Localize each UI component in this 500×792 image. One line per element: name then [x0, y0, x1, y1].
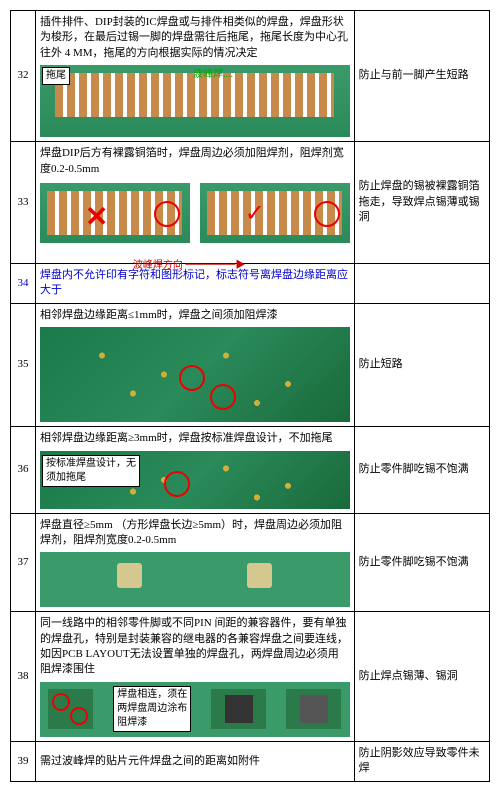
- desc-text: 同一线路中的相邻零件脚或不同PIN 间距的兼容器件，要有单独的焊盘孔，特别是封装…: [40, 616, 350, 678]
- desc-text: 相邻焊盘边缘距离≥3mm时，焊盘按标准焊盘设计，不加拖尾: [40, 431, 350, 446]
- callout-tail: 拖尾: [42, 67, 70, 85]
- row-reason: 防止阴影效应导致零件未焊: [354, 741, 489, 781]
- row-desc: 相邻焊盘边缘距离≤1mm时，焊盘之间须加阻焊漆: [35, 303, 354, 426]
- circle-mark-icon: [210, 384, 236, 410]
- callout-wave: 波峰焊....: [190, 67, 236, 83]
- row-reason: 防止与前一脚产生短路: [354, 11, 489, 142]
- pcb-image: 拖尾 波峰焊....: [40, 65, 350, 137]
- row-reason: 防止焊盘的锡被裸露铜箔拖走，导致焊点锡薄或锡洞: [354, 142, 489, 264]
- circle-mark-icon: [154, 201, 180, 227]
- x-mark-icon: ✕: [85, 198, 108, 237]
- table-row: 32 插件排件、DIP封装的IC焊盘或与排件相类似的焊盘，焊盘形状为梭形，在最后…: [11, 11, 490, 142]
- pcb-image: [40, 552, 350, 607]
- table-row: 33 焊盘DIP后方有裸露铜箔时，焊盘周边必须加阻焊剂，阻焊剂宽度0.2-0.5…: [11, 142, 490, 264]
- table-row: 37 焊盘直径≥5mm （方形焊盘长边≥5mm）时，焊盘周边必须加阻焊剂，阻焊剂…: [11, 513, 490, 612]
- pcb-image: 焊盘相连，须在两焊盘周边涂布阻焊漆: [40, 682, 350, 737]
- table-row: 38 同一线路中的相邻零件脚或不同PIN 间距的兼容器件，要有单独的焊盘孔，特别…: [11, 612, 490, 742]
- row-number: 38: [11, 612, 36, 742]
- circle-mark-icon: [314, 201, 340, 227]
- table-row: 34 焊盘内不允许印有字符和图形标记，标志符号离焊盘边缘距离应大于: [11, 263, 490, 303]
- pcb-image-wrong: ✕: [40, 183, 190, 243]
- row-desc: 同一线路中的相邻零件脚或不同PIN 间距的兼容器件，要有单独的焊盘孔，特别是封装…: [35, 612, 354, 742]
- desc-text: 焊盘直径≥5mm （方形焊盘长边≥5mm）时，焊盘周边必须加阻焊剂，阻焊剂宽度0…: [40, 518, 350, 549]
- desc-text: 相邻焊盘边缘距离≤1mm时，焊盘之间须加阻焊漆: [40, 308, 350, 323]
- callout-solder: 焊盘相连，须在两焊盘周边涂布阻焊漆: [113, 686, 191, 732]
- row-reason: [354, 263, 489, 303]
- circle-mark-icon: [164, 471, 190, 497]
- circle-mark-icon: [52, 693, 70, 711]
- circle-mark-icon: [70, 707, 88, 725]
- row-number: 39: [11, 741, 36, 781]
- row-number: 35: [11, 303, 36, 426]
- row-number: 37: [11, 513, 36, 612]
- spec-table: 32 插件排件、DIP封装的IC焊盘或与排件相类似的焊盘，焊盘形状为梭形，在最后…: [10, 10, 490, 782]
- pcb-image: 按标准焊盘设计，无须加拖尾: [40, 451, 350, 509]
- row-desc: 焊盘直径≥5mm （方形焊盘长边≥5mm）时，焊盘周边必须加阻焊剂，阻焊剂宽度0…: [35, 513, 354, 612]
- pcb-image-correct: ✓: [200, 183, 350, 243]
- row-desc: 焊盘DIP后方有裸露铜箔时，焊盘周边必须加阻焊剂，阻焊剂宽度0.2-0.5mm …: [35, 142, 354, 264]
- desc-text: 插件排件、DIP封装的IC焊盘或与排件相类似的焊盘，焊盘形状为梭形，在最后过锡一…: [40, 15, 350, 61]
- row-number: 33: [11, 142, 36, 264]
- callout-standard: 按标准焊盘设计，无须加拖尾: [42, 455, 140, 487]
- desc-text: 焊盘DIP后方有裸露铜箔时，焊盘周边必须加阻焊剂，阻焊剂宽度0.2-0.5mm: [40, 146, 350, 177]
- row-desc: 相邻焊盘边缘距离≥3mm时，焊盘按标准焊盘设计，不加拖尾 按标准焊盘设计，无须加…: [35, 427, 354, 513]
- wave-direction-arrow: 波峰焊方向 ━━━━━▶: [133, 259, 246, 273]
- circle-mark-icon: [179, 365, 205, 391]
- row-reason: 防止零件脚吃锡不饱满: [354, 427, 489, 513]
- row-number: 36: [11, 427, 36, 513]
- row-number: 32: [11, 11, 36, 142]
- row-reason: 防止焊点锡薄、锡洞: [354, 612, 489, 742]
- row-reason: 防止短路: [354, 303, 489, 426]
- row-desc: 插件排件、DIP封装的IC焊盘或与排件相类似的焊盘，焊盘形状为梭形，在最后过锡一…: [35, 11, 354, 142]
- table-row: 35 相邻焊盘边缘距离≤1mm时，焊盘之间须加阻焊漆 防止短路: [11, 303, 490, 426]
- table-row: 39 需过波峰焊的贴片元件焊盘之间的距离如附件 防止阴影效应导致零件未焊: [11, 741, 490, 781]
- table-row: 36 相邻焊盘边缘距离≥3mm时，焊盘按标准焊盘设计，不加拖尾 按标准焊盘设计，…: [11, 427, 490, 513]
- row-number: 34: [11, 263, 36, 303]
- table-body: 32 插件排件、DIP封装的IC焊盘或与排件相类似的焊盘，焊盘形状为梭形，在最后…: [11, 11, 490, 782]
- arrow-icon: ━━━━━▶: [185, 260, 245, 271]
- row-reason: 防止零件脚吃锡不饱满: [354, 513, 489, 612]
- pcb-image: [40, 327, 350, 422]
- row-desc: 需过波峰焊的贴片元件焊盘之间的距离如附件: [35, 741, 354, 781]
- check-mark-icon: ✓: [245, 198, 265, 232]
